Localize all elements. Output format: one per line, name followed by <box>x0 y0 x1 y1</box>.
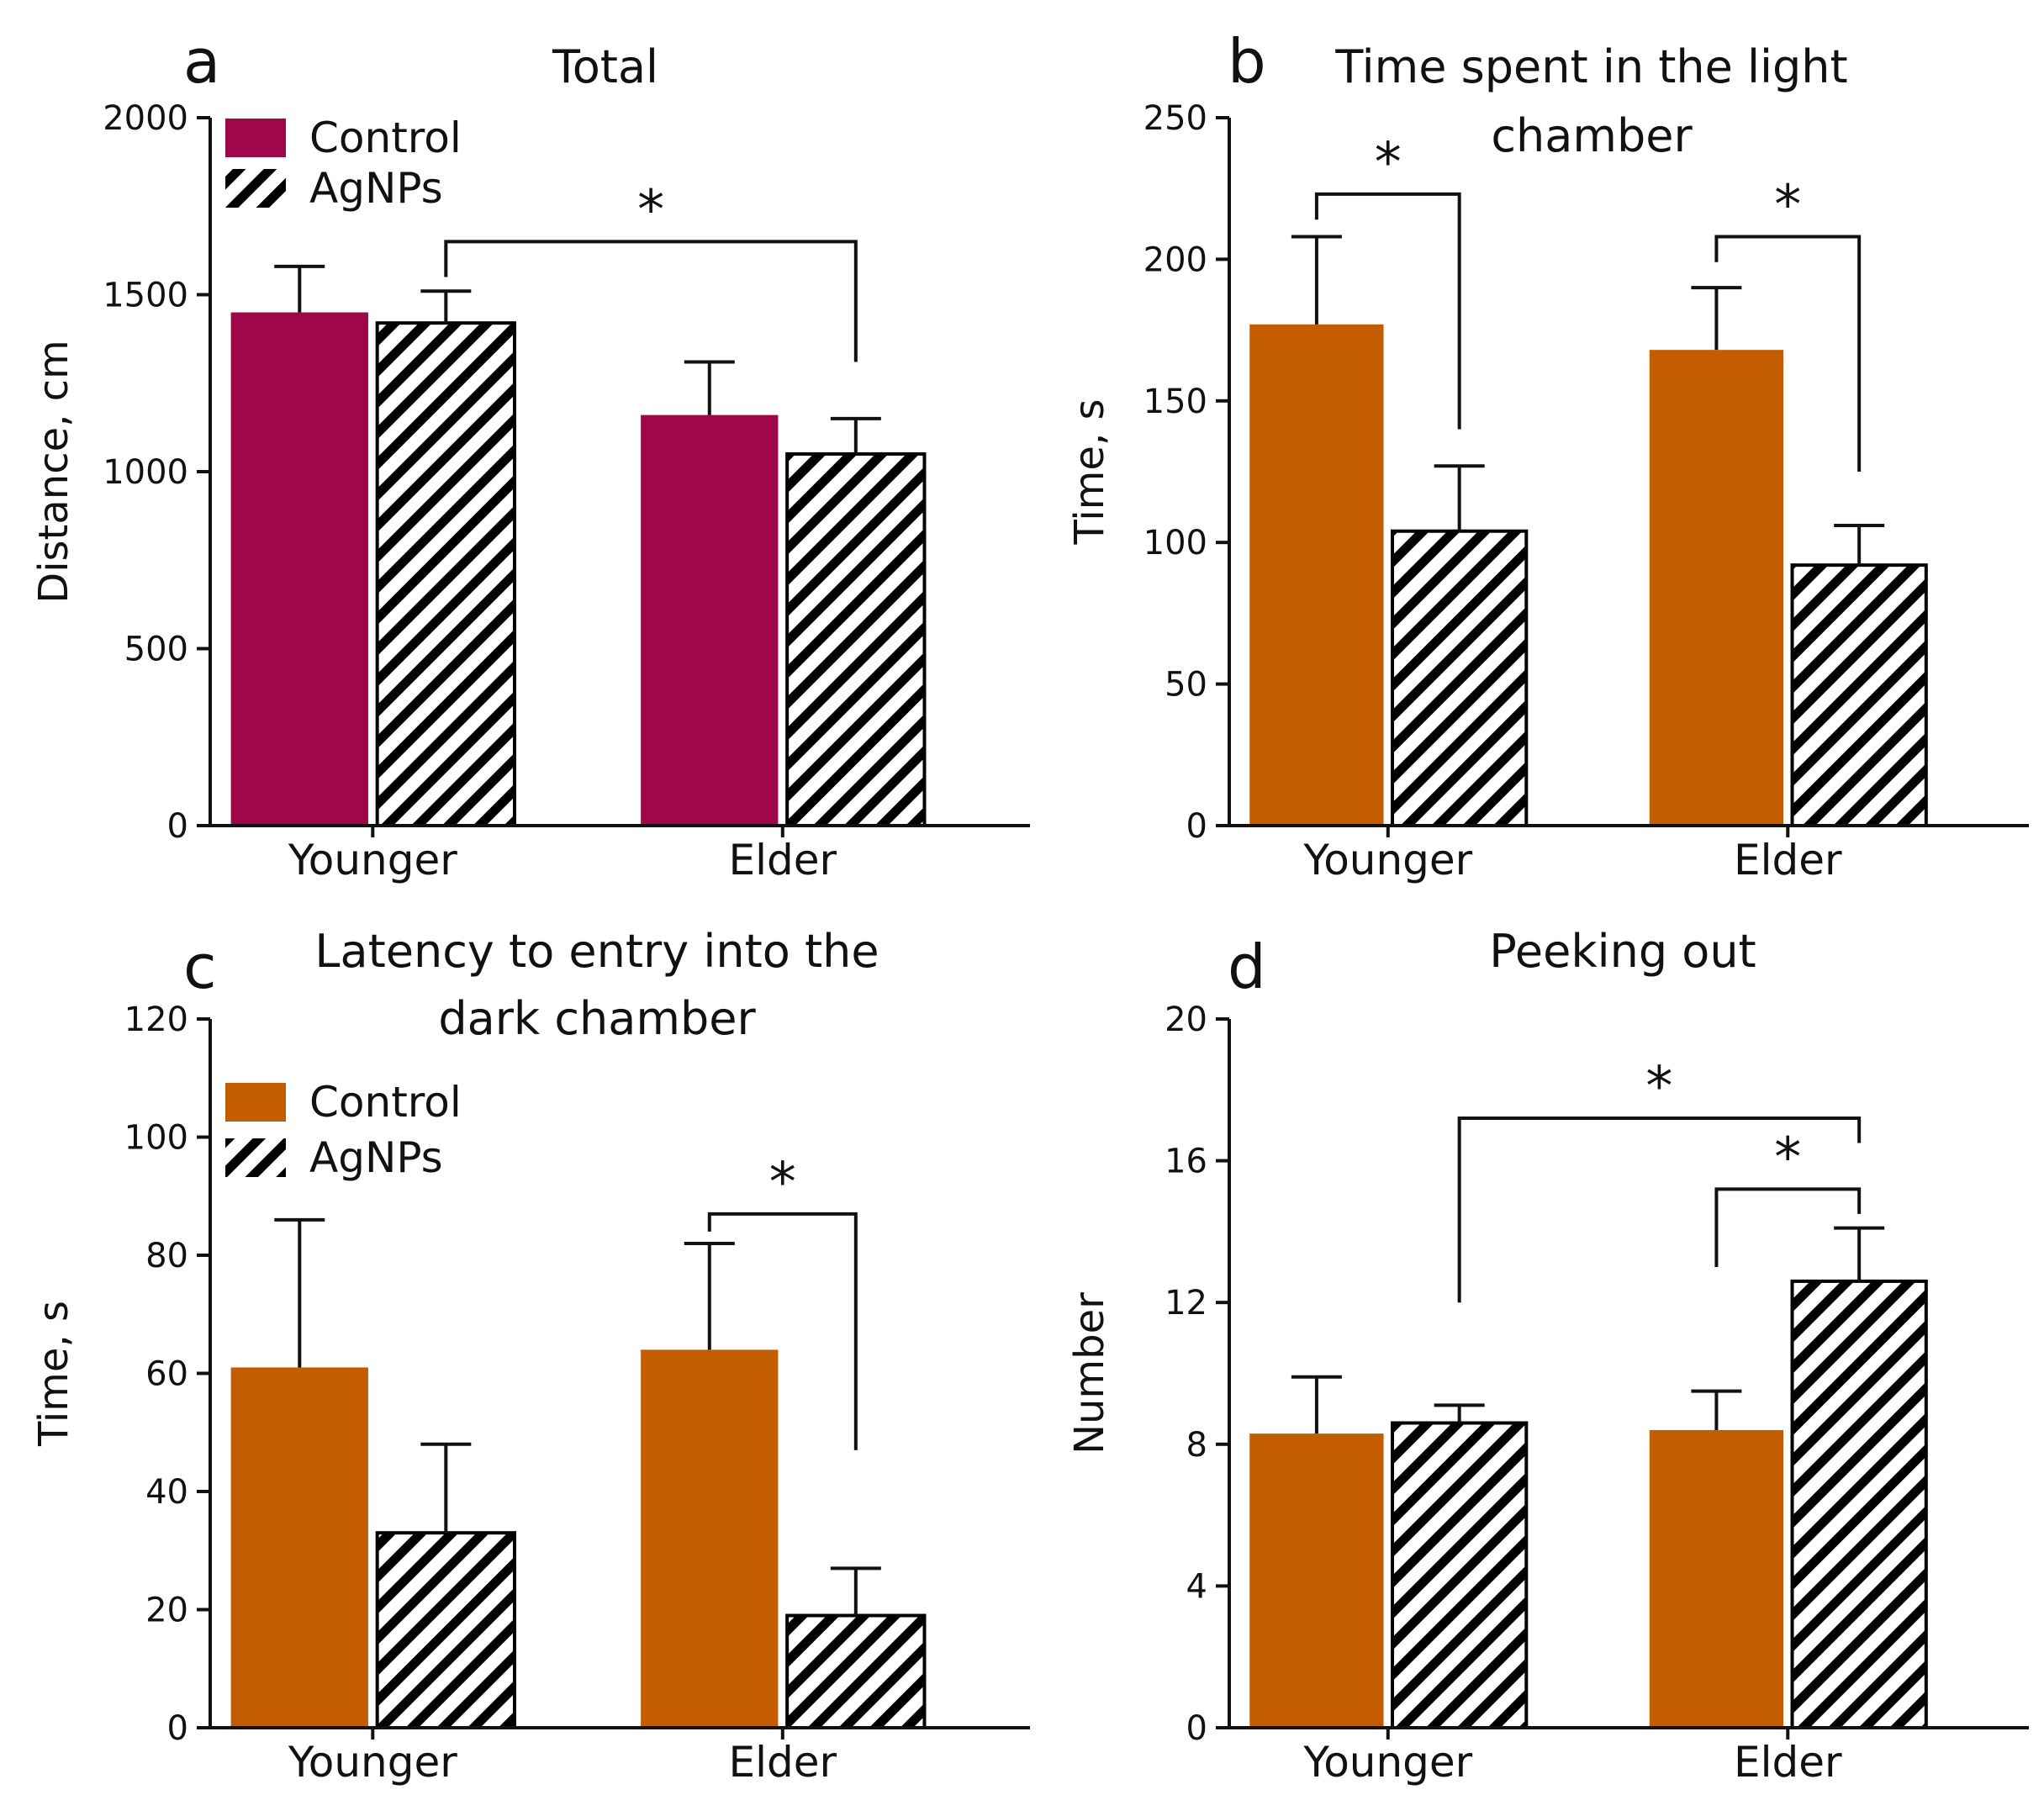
y-tick-label: 20 <box>145 1592 188 1630</box>
y-tick-label: 120 <box>124 1000 188 1039</box>
significance-star: * <box>637 179 664 241</box>
y-tick-label: 500 <box>124 631 188 669</box>
y-tick-label: 50 <box>1165 666 1207 705</box>
bar-agnps-elder <box>1790 1279 1928 1730</box>
x-tick-label: Younger <box>1302 836 1472 884</box>
bar-agnps-elder <box>1790 563 1928 827</box>
y-tick-label: 12 <box>1165 1284 1207 1322</box>
x-tick-label: Younger <box>288 836 457 884</box>
x-tick-label: Elder <box>1734 1738 1842 1787</box>
bar-agnps-younger <box>1391 529 1529 828</box>
y-tick-label: 0 <box>1186 1709 1207 1748</box>
bar-control-younger <box>1249 324 1384 826</box>
panel-letter: a <box>183 26 220 97</box>
y-tick-label: 20 <box>1165 1000 1207 1039</box>
significance-bracket <box>1457 1117 1862 1303</box>
y-tick-label: 2000 <box>103 99 188 138</box>
significance-bracket <box>444 240 858 362</box>
bar-agnps-elder <box>785 1613 927 1730</box>
bar-agnps-younger <box>375 1531 516 1730</box>
significance-bracket <box>1314 192 1461 430</box>
significance-bracket <box>1714 1187 1862 1268</box>
legend-label: AgNPs <box>309 164 443 213</box>
y-tick-label: 250 <box>1143 99 1207 138</box>
panel-a: a Total 0 500 1000 1500 2000 Younger Elder Distan… <box>30 26 1030 884</box>
y-tick-label: 8 <box>1186 1426 1207 1465</box>
panel-c: c Latency to entry into the dark chamber 0 2… <box>30 925 1030 1787</box>
legend-swatch <box>225 1083 286 1122</box>
bar-control-elder <box>641 414 779 826</box>
x-tick-label: Younger <box>288 1738 457 1787</box>
bar-agnps-younger <box>1391 1421 1529 1729</box>
legend-swatch <box>225 169 286 208</box>
significance-star: * <box>1774 174 1801 236</box>
bar-control-younger <box>230 312 368 826</box>
significance-star: * <box>1645 1056 1672 1118</box>
y-tick-label: 16 <box>1165 1143 1207 1181</box>
x-tick-label: Elder <box>1734 836 1842 884</box>
bar-control-younger <box>1249 1433 1384 1728</box>
y-tick-label: 100 <box>124 1119 188 1158</box>
panel-d: d Peeking out 0 4 8 12 16 20 Younger Elder Number *… <box>1066 925 2029 1787</box>
y-tick-label: 0 <box>167 807 188 846</box>
y-tick-label: 1500 <box>103 277 188 315</box>
bar-agnps-elder <box>785 451 927 827</box>
panel-title: chamber <box>1491 109 1693 162</box>
panel-title: Latency to entry into the <box>314 925 879 978</box>
y-tick-label: 80 <box>145 1237 188 1275</box>
panel-title: Time spent in the light <box>1334 40 1847 93</box>
y-tick-label: 200 <box>1143 240 1207 279</box>
panel-letter: c <box>183 932 217 1002</box>
bar-agnps-younger <box>375 321 516 827</box>
significance-star: * <box>1375 132 1402 194</box>
y-tick-label: 4 <box>1186 1567 1207 1606</box>
significance-bracket <box>707 1212 858 1450</box>
y-tick-label: 40 <box>145 1473 188 1512</box>
panel-title: Peeking out <box>1489 925 1756 978</box>
panel-letter: d <box>1228 932 1266 1002</box>
panel-title: dark chamber <box>438 992 756 1045</box>
y-tick-label: 60 <box>145 1355 188 1394</box>
bar-control-elder <box>1649 350 1784 826</box>
y-tick-label: 0 <box>167 1709 188 1748</box>
x-tick-label: Elder <box>729 1738 837 1787</box>
x-tick-label: Younger <box>1302 1738 1472 1787</box>
y-tick-label: 0 <box>1186 807 1207 846</box>
y-axis-label: Number <box>1066 1292 1113 1454</box>
legend-label: Control <box>309 1078 462 1127</box>
bar-control-elder <box>641 1349 779 1728</box>
y-tick-label: 150 <box>1143 383 1207 421</box>
bar-control-elder <box>1649 1429 1784 1728</box>
y-axis-label: Distance, cm <box>30 340 77 604</box>
significance-bracket <box>1714 235 1862 472</box>
legend-swatch <box>225 119 286 157</box>
panel-title: Total <box>552 40 658 93</box>
y-tick-label: 100 <box>1143 524 1207 562</box>
x-tick-label: Elder <box>729 836 837 884</box>
y-axis-label: Time, s <box>1066 399 1113 546</box>
panel-letter: b <box>1228 26 1266 97</box>
legend-swatch <box>225 1138 286 1177</box>
legend-label: Control <box>309 114 462 162</box>
significance-star: * <box>769 1152 796 1214</box>
bar-control-younger <box>230 1367 368 1728</box>
y-tick-label: 1000 <box>103 453 188 492</box>
panel-b: b Time spent in the light chamber 0 50 100 150… <box>1066 26 2029 884</box>
legend-label: AgNPs <box>309 1133 443 1182</box>
y-axis-label: Time, s <box>30 1301 77 1447</box>
significance-star: * <box>1774 1127 1801 1189</box>
